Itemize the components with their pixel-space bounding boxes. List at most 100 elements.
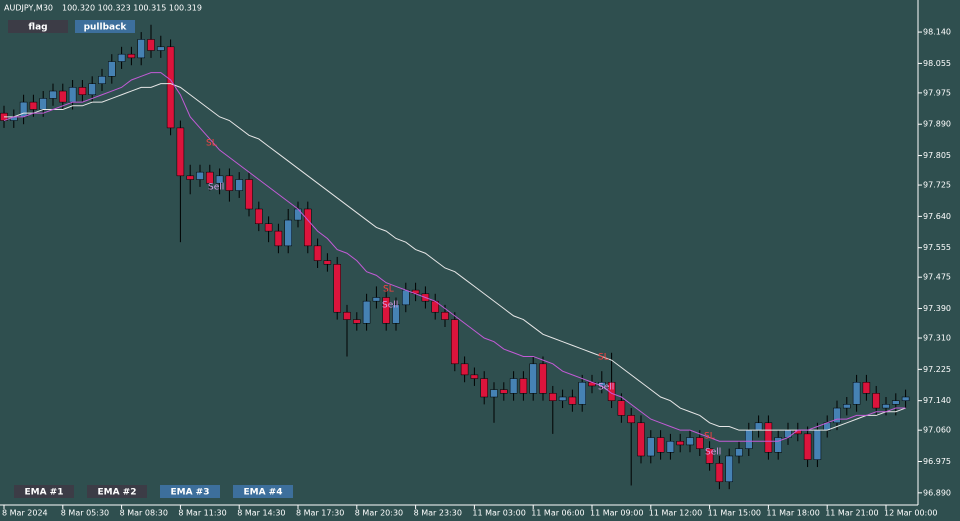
candle-body [206,171,214,184]
candle-body [686,437,694,446]
candle-body [402,289,410,306]
candle-body [892,400,900,405]
x-tick-label: 8 Mar 11:30 [178,509,226,518]
quote: 100.320 100.323 100.315 100.319 [62,4,202,13]
x-tick-label: 11 Mar 15:00 [708,509,761,518]
ema-line [3,72,906,442]
candle-body [19,101,28,118]
sl-label: SL [383,285,394,295]
candle-body [29,101,38,110]
button-pullback[interactable]: pullback [75,20,135,33]
candle-body [676,440,684,446]
candle-body [215,175,224,184]
candle-body [441,311,449,320]
candle-body [862,382,871,394]
button-ema2[interactable]: EMA #2 [87,485,147,498]
sell-label: Sell [705,448,721,458]
x-tick-label: 8 Mar 05:30 [61,509,109,518]
candle-body [568,396,577,405]
candle-body [49,90,57,99]
candle-body [784,429,792,438]
candle-body [882,404,890,409]
x-tick-label: 8 Mar 17:30 [296,509,344,518]
candle-body [656,437,665,453]
candle-body [323,260,332,265]
candle-body [196,171,204,180]
x-tick-label: 11 Mar 21:00 [825,509,878,518]
x-tick-label: 8 Mar 2024 [2,509,48,518]
button-bg [160,485,220,498]
candle-body [313,245,322,261]
candle-body [480,378,488,398]
sl-label: SL [704,432,715,442]
candle-body [382,297,390,324]
candle-body [88,83,96,95]
x-tick-label: 11 Mar 09:00 [590,509,643,518]
candle-body [558,396,567,401]
candle-body [745,429,753,449]
candle-body [637,422,645,457]
y-tick-label: 97.555 [923,243,951,252]
candle-body [333,264,341,313]
candle-body [98,76,106,84]
y-tick-label: 97.310 [923,334,951,343]
candle-body [372,297,381,302]
y-tick-label: 97.225 [923,365,951,374]
candle-body [833,407,841,424]
candle-body [901,396,910,401]
candle-body [166,46,175,129]
y-tick-label: 96.975 [923,457,951,466]
button-ema3[interactable]: EMA #3 [160,485,220,498]
candle-body [754,422,763,431]
y-tick-label: 97.060 [923,426,951,435]
y-tick-label: 98.140 [923,28,951,37]
y-tick-label: 97.890 [923,120,951,129]
candle-body [490,389,498,398]
button-bg [75,20,135,33]
candle-body [715,463,724,483]
candle-body [284,219,292,247]
candle-body [176,127,185,177]
button-ema1[interactable]: EMA #1 [14,485,74,498]
candle-body [274,230,283,247]
candle-body [500,389,508,394]
plot-area [0,24,910,490]
candle-body [78,87,87,95]
y-tick-label: 97.975 [923,88,951,97]
button-label: flag [28,23,47,33]
button-ema4[interactable]: EMA #4 [233,485,293,498]
button-label: EMA #1 [24,488,63,498]
candle-body [813,429,822,460]
button-label: pullback [84,23,128,33]
sell-label: Sell [382,301,398,311]
symbol: AUDJPY,M30 [4,4,53,13]
candle-body [137,39,145,59]
candle-body [529,363,537,394]
x-tick-label: 8 Mar 23:30 [414,509,462,518]
candle-body [353,319,361,324]
candle-body [127,53,136,59]
button-flag[interactable]: flag [8,20,68,33]
x-tick-label: 12 Mar 00:00 [884,509,937,518]
candle-body [392,304,400,324]
candle-body [225,175,234,191]
candle-body [59,90,67,103]
sell-label: Sell [598,383,614,393]
candle-body [147,39,155,51]
candle-body [451,319,459,365]
candle-body [549,393,557,401]
button-bg [8,20,68,33]
candle-body [362,300,371,324]
candle-body [157,46,165,51]
y-tick-label: 97.140 [923,396,951,405]
button-bg [14,485,74,498]
button-label: EMA #4 [243,488,282,498]
candle-body [264,223,273,232]
y-tick-label: 98.055 [923,59,951,68]
candle-body [186,175,194,180]
candle-body [666,440,675,453]
candle-body [607,382,616,401]
candle-body [627,415,635,424]
y-tick-label: 97.640 [923,212,951,221]
